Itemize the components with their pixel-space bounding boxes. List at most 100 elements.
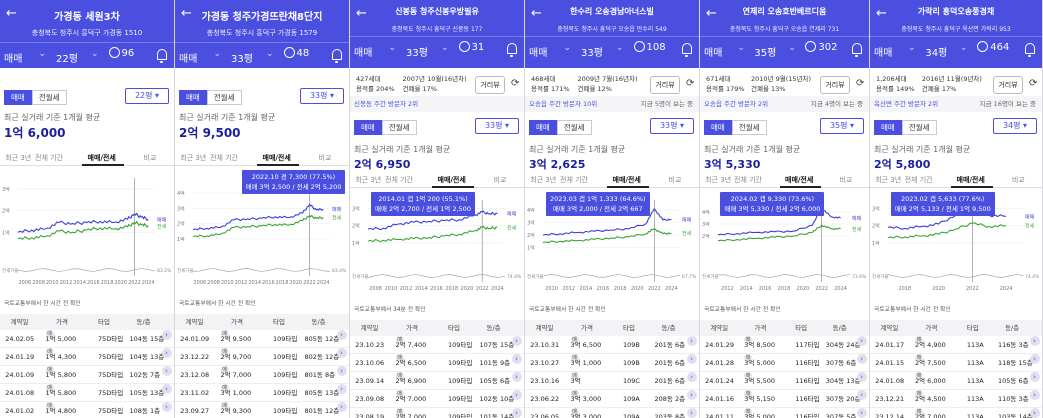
detail-icon[interactable]: › [336,384,347,394]
chart-tab[interactable]: 비교 [493,176,507,184]
detail-icon[interactable]: › [511,336,522,346]
comment-button[interactable]: 31 [458,41,484,53]
comment-button[interactable]: 302 [805,41,837,53]
table-row[interactable]: 24.01.11 매 3억 5,000 116타입 307동 5층 › [700,408,869,418]
detail-icon[interactable]: › [686,390,697,400]
toggle-sale[interactable]: 매매 [874,120,902,135]
detail-icon[interactable]: › [161,366,172,376]
chart-tab[interactable]: 매매/전세 [956,176,985,184]
table-row[interactable]: 23.10.31 매 3억 6,500 109B 201동 6층 › [525,336,699,354]
chart-tab[interactable]: 전체 기간 [560,176,588,184]
table-row[interactable]: 23.12.14 매 2억 7,000 113A 103동 14층 › [870,408,1042,418]
detail-icon[interactable]: › [161,348,172,358]
size-select[interactable]: 35평 [754,48,777,59]
bell-icon[interactable] [682,43,692,57]
trade-type-select[interactable]: 매매 [354,48,373,59]
toggle-jeonse[interactable]: 전월세 [731,120,767,135]
chart-tab[interactable]: 비교 [839,176,853,184]
chart-tab[interactable]: 비교 [1011,176,1025,184]
chart-tab[interactable]: 최근 3년 [180,154,207,162]
back-arrow-icon[interactable]: ← [531,6,542,21]
chart-tab[interactable]: 매매/전세 [437,176,466,184]
chart-tab[interactable]: 최근 3년 [705,176,732,184]
table-row[interactable]: 23.10.16 매 3억 109C 201동 6층 › [525,372,699,390]
chart-tab[interactable]: 전체 기간 [385,176,413,184]
pyeong-select[interactable]: 34평 ▾ [993,118,1037,134]
pyeong-select[interactable]: 33평 ▾ [475,118,519,134]
distance-button[interactable]: 거리뷰 [993,76,1023,94]
detail-icon[interactable]: › [686,354,697,364]
bell-icon[interactable] [157,49,167,63]
detail-icon[interactable]: › [511,354,522,364]
table-row[interactable]: 24.01.19 매 1억 4,300 75D타입 104동 13층 › [0,348,174,366]
chart-tab[interactable]: 비교 [668,176,682,184]
chart-tab[interactable]: 최근 3년 [530,176,557,184]
detail-icon[interactable]: › [1029,372,1040,382]
chart-tab[interactable]: 매매/전세 [785,176,814,184]
detail-icon[interactable]: › [161,384,172,394]
chart-tab[interactable]: 매매/전세 [87,154,116,162]
visitor-rank-bar[interactable]: 신봉동 주간 방문자 2위 [350,96,524,112]
visitor-rank-bar[interactable]: 오송읍 주간 방문자 10위 지금 5명이 보는 중 [525,96,699,112]
detail-icon[interactable]: › [336,366,347,376]
trade-type-select[interactable]: 매매 [4,54,23,65]
trade-type-select[interactable]: 매매 [179,54,198,65]
table-row[interactable]: 23.10.23 매 2억 7,400 109타입 107동 15층 › [350,336,524,354]
table-row[interactable]: 24.01.08 매 2억 6,000 113A 105동 6층 › [870,372,1042,390]
chart-tab[interactable]: 최근 3년 [5,154,32,162]
share-icon[interactable]: ⟳ [856,78,865,89]
toggle-jeonse[interactable]: 전월세 [381,120,417,135]
detail-icon[interactable]: › [856,336,867,346]
detail-icon[interactable]: › [1029,408,1040,418]
table-row[interactable]: 23.09.08 매 2억 7,000 109타입 102동 10층 › [350,390,524,408]
table-row[interactable]: 24.01.29 매 3억 8,500 117타입 304동 24층 › [700,336,869,354]
toggle-jeonse[interactable]: 전월세 [556,120,592,135]
back-arrow-icon[interactable]: ← [6,6,17,21]
comment-button[interactable]: 96 [108,47,134,59]
bell-icon[interactable] [852,43,862,57]
toggle-sale[interactable]: 매매 [704,120,732,135]
table-row[interactable]: 23.11.02 매 3억 1,000 109타입 805동 13층 › [175,384,349,402]
comment-button[interactable]: 108 [633,41,666,53]
table-row[interactable]: 24.01.02 매 1억 4,800 75D타입 108동 1층 › [0,402,174,418]
trade-type-select[interactable]: 매매 [704,48,723,59]
detail-icon[interactable]: › [856,372,867,382]
table-row[interactable]: 24.01.09 매 2억 9,500 109타입 805동 12층 › [175,330,349,348]
visitor-rank-bar[interactable]: 오송읍 주간 방문자 2위 지금 4명이 보는 중 [700,96,869,112]
chart-tab[interactable]: 최근 3년 [875,176,902,184]
trade-type-select[interactable]: 매매 [529,48,548,59]
toggle-jeonse[interactable]: 전월세 [31,90,67,105]
table-row[interactable]: 23.06.22 매 3억 3,000 109A 208동 2층 › [525,390,699,408]
detail-icon[interactable]: › [856,408,867,418]
detail-icon[interactable]: › [336,330,347,340]
table-row[interactable]: 23.12.22 매 2억 9,700 109타입 802동 12층 › [175,348,349,366]
table-row[interactable]: 24.01.15 매 2억 7,500 113A 118동 15층 › [870,354,1042,372]
detail-icon[interactable]: › [161,330,172,340]
toggle-sale[interactable]: 매매 [4,90,32,105]
toggle-sale[interactable]: 매매 [529,120,557,135]
table-row[interactable]: 24.01.24 매 3억 5,500 116타입 304동 13층 › [700,372,869,390]
detail-icon[interactable]: › [336,348,347,358]
toggle-sale[interactable]: 매매 [179,90,207,105]
chart-tab[interactable]: 매매/전세 [262,154,291,162]
detail-icon[interactable]: › [856,354,867,364]
detail-icon[interactable]: › [686,372,697,382]
trade-type-select[interactable]: 매매 [874,48,893,59]
chart-tab[interactable]: 매매/전세 [612,176,641,184]
table-row[interactable]: 24.01.28 매 3억 5,000 116타입 307동 6층 › [700,354,869,372]
share-icon[interactable]: ⟳ [511,78,520,89]
size-select[interactable]: 33평 [406,48,428,59]
pyeong-select[interactable]: 33평 ▾ [650,118,694,134]
chart-tab[interactable]: 비교 [318,154,332,162]
size-select[interactable]: 33평 [231,54,253,65]
table-row[interactable]: 23.06.05 매 3억 3,000 109A 203동 8층 › [525,408,699,418]
toggle-jeonse[interactable]: 전월세 [901,120,937,135]
chart-tab[interactable]: 전체 기간 [210,154,238,162]
table-row[interactable]: 23.09.14 매 2억 6,900 109타입 105동 6층 › [350,372,524,390]
table-row[interactable]: 24.01.09 매 1억 5,800 75D타입 102동 7층 › [0,366,174,384]
distance-button[interactable]: 거리뷰 [820,76,850,94]
share-icon[interactable]: ⟳ [686,78,695,89]
table-row[interactable]: 23.09.27 매 2억 9,300 109타입 801동 12층 › [175,402,349,418]
